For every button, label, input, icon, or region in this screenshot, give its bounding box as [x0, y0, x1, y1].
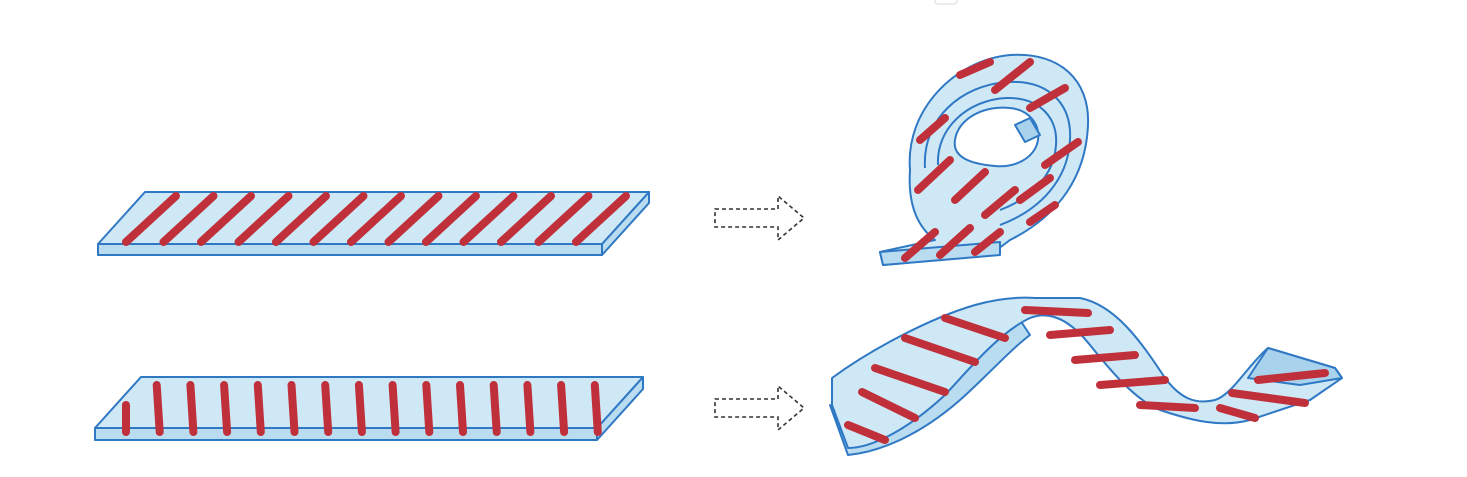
coil-fiber [901, 228, 939, 262]
transverse-fiber [523, 381, 535, 436]
transverse-fiber [557, 381, 569, 436]
coil-fiber [914, 156, 954, 194]
wavy-strip [829, 296, 1343, 456]
transverse-fiber [388, 381, 400, 436]
wave-fiber [844, 421, 889, 444]
coil-fiber [1016, 174, 1054, 204]
diagonal-fiber [497, 192, 555, 246]
wave-fiber [1228, 389, 1309, 407]
diagonal-fiber [534, 192, 593, 246]
transverse-fiber [354, 381, 366, 436]
transverse-fiber [220, 381, 232, 436]
wave-fiber [941, 314, 1009, 342]
coil-fiber [971, 228, 1004, 256]
transverse-fiber [186, 381, 198, 436]
diagonal-fiber [272, 192, 330, 246]
transverse-fiber [422, 381, 434, 436]
wave-fiber [858, 388, 919, 422]
transverse-fiber [287, 381, 299, 436]
coil-fiber [936, 224, 974, 259]
wave-fibers [844, 306, 1329, 444]
coil-fiber [1026, 84, 1069, 112]
coil-fibers [901, 58, 1082, 262]
diagonal-fiber [159, 192, 218, 246]
diagonal-fiber [197, 192, 255, 246]
wave-fiber [1071, 351, 1139, 364]
wave-top-face [831, 296, 1343, 449]
transverse-fiber [456, 381, 467, 436]
diagonal-fiber [459, 192, 518, 246]
wave-fiber [1046, 326, 1114, 339]
coil-fiber [956, 58, 994, 79]
dashed-arrow-icon [714, 194, 806, 242]
diagonal-fiber [309, 192, 368, 246]
transverse-fiber [152, 381, 164, 436]
top-mark [934, 0, 958, 5]
wave-fiber [1021, 306, 1092, 317]
diagonal-fiber [234, 192, 293, 246]
coil-hole [953, 106, 1040, 168]
diagonal-fiber [122, 192, 180, 246]
coil-inner-flap [1014, 117, 1041, 143]
transverse-fibers [122, 381, 602, 436]
diagonal-fiber [347, 192, 405, 246]
coil-fiber [991, 58, 1034, 94]
transverse-fiber [489, 381, 501, 436]
wave-fiber [1136, 401, 1199, 412]
transverse-fiber [321, 381, 333, 436]
transverse-fiber [590, 381, 602, 436]
coiled-strip [879, 53, 1090, 266]
coil-fiber [916, 114, 949, 144]
coil-fiber [1041, 138, 1082, 169]
wave-fiber [1216, 404, 1259, 422]
dashed-arrow-icon [714, 384, 806, 432]
coil-fiber [951, 168, 989, 204]
wave-fiber [901, 334, 979, 366]
coil-fiber [1026, 201, 1059, 226]
coil-fiber [981, 186, 1019, 219]
wave-fiber [871, 364, 949, 396]
flat-strip-transverse [94, 376, 644, 441]
transverse-fiber [253, 381, 265, 436]
diagonal-fiber [422, 192, 480, 246]
diagonal-fiber [384, 192, 443, 246]
flat-strip-transverse-front-edge [94, 427, 598, 441]
diagonal-fibers [122, 192, 630, 246]
flat-strip-diagonal [97, 191, 650, 256]
wave-fiber [1096, 376, 1169, 389]
diagonal-fiber [572, 192, 630, 246]
wave-fiber [1254, 369, 1329, 384]
